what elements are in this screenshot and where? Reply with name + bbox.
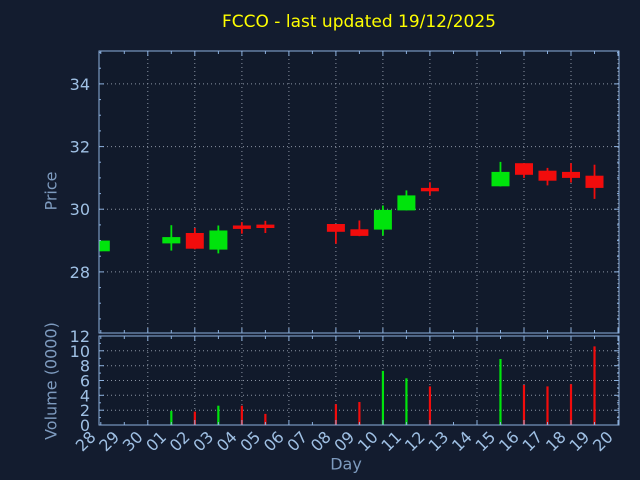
- candle-body: [373, 209, 392, 230]
- candle-body: [350, 229, 369, 236]
- candle-body: [515, 163, 533, 175]
- day-axis-title: Day: [330, 454, 362, 474]
- volume-tick-label: 12: [70, 327, 90, 346]
- candle-02: [185, 228, 204, 250]
- volume-tick-label: 6: [80, 372, 90, 391]
- candles: [99, 161, 604, 254]
- chart-title: FCCO - last updated 19/12/2025: [222, 12, 496, 32]
- grid-lines: [99, 51, 619, 425]
- candle-body: [209, 230, 228, 250]
- candle-body: [232, 225, 251, 229]
- candle-body: [585, 175, 604, 188]
- candle-09: [350, 220, 369, 237]
- tick-marks: [99, 51, 619, 426]
- candle-body: [256, 224, 275, 228]
- volume-tick-label: 8: [80, 357, 90, 376]
- volume-tick-label: 2: [80, 401, 90, 420]
- volume-tick-label: 4: [80, 386, 90, 405]
- price-tick-label: 30: [70, 200, 90, 219]
- candle-03: [209, 225, 228, 254]
- candle-19: [585, 164, 604, 199]
- candle-body: [538, 170, 557, 181]
- candle-body: [491, 171, 510, 187]
- candle-body: [420, 187, 439, 192]
- volume-axis-title: Volume (0000): [41, 322, 61, 440]
- volume-bars: [170, 346, 596, 425]
- candle-16: [515, 163, 533, 178]
- volume-tick-label: 10: [70, 342, 90, 361]
- candle-body: [397, 195, 416, 211]
- candle-05: [256, 220, 275, 233]
- price-tick-label: 34: [70, 75, 90, 94]
- volume-tick-label: 0: [80, 416, 90, 435]
- candle-10: [373, 205, 392, 236]
- candle-11: [397, 190, 416, 211]
- candle-01: [162, 225, 181, 251]
- candle-28: [99, 240, 110, 252]
- candle-12: [420, 182, 439, 196]
- price-axis-title: Price: [41, 171, 61, 211]
- candle-08: [326, 224, 345, 244]
- candle-body: [185, 233, 204, 249]
- candle-body: [562, 171, 580, 178]
- candle-04: [232, 222, 251, 234]
- candle-18: [562, 163, 580, 183]
- price-panel-bg: [99, 51, 619, 333]
- candle-15: [491, 161, 510, 187]
- price-tick-label: 28: [70, 263, 90, 282]
- day-tick-label: 20: [589, 427, 617, 455]
- candle-body: [99, 240, 110, 252]
- price-tick-label: 32: [70, 138, 90, 157]
- candle-body: [326, 224, 345, 232]
- candle-17: [538, 167, 557, 186]
- candle-body: [162, 237, 181, 244]
